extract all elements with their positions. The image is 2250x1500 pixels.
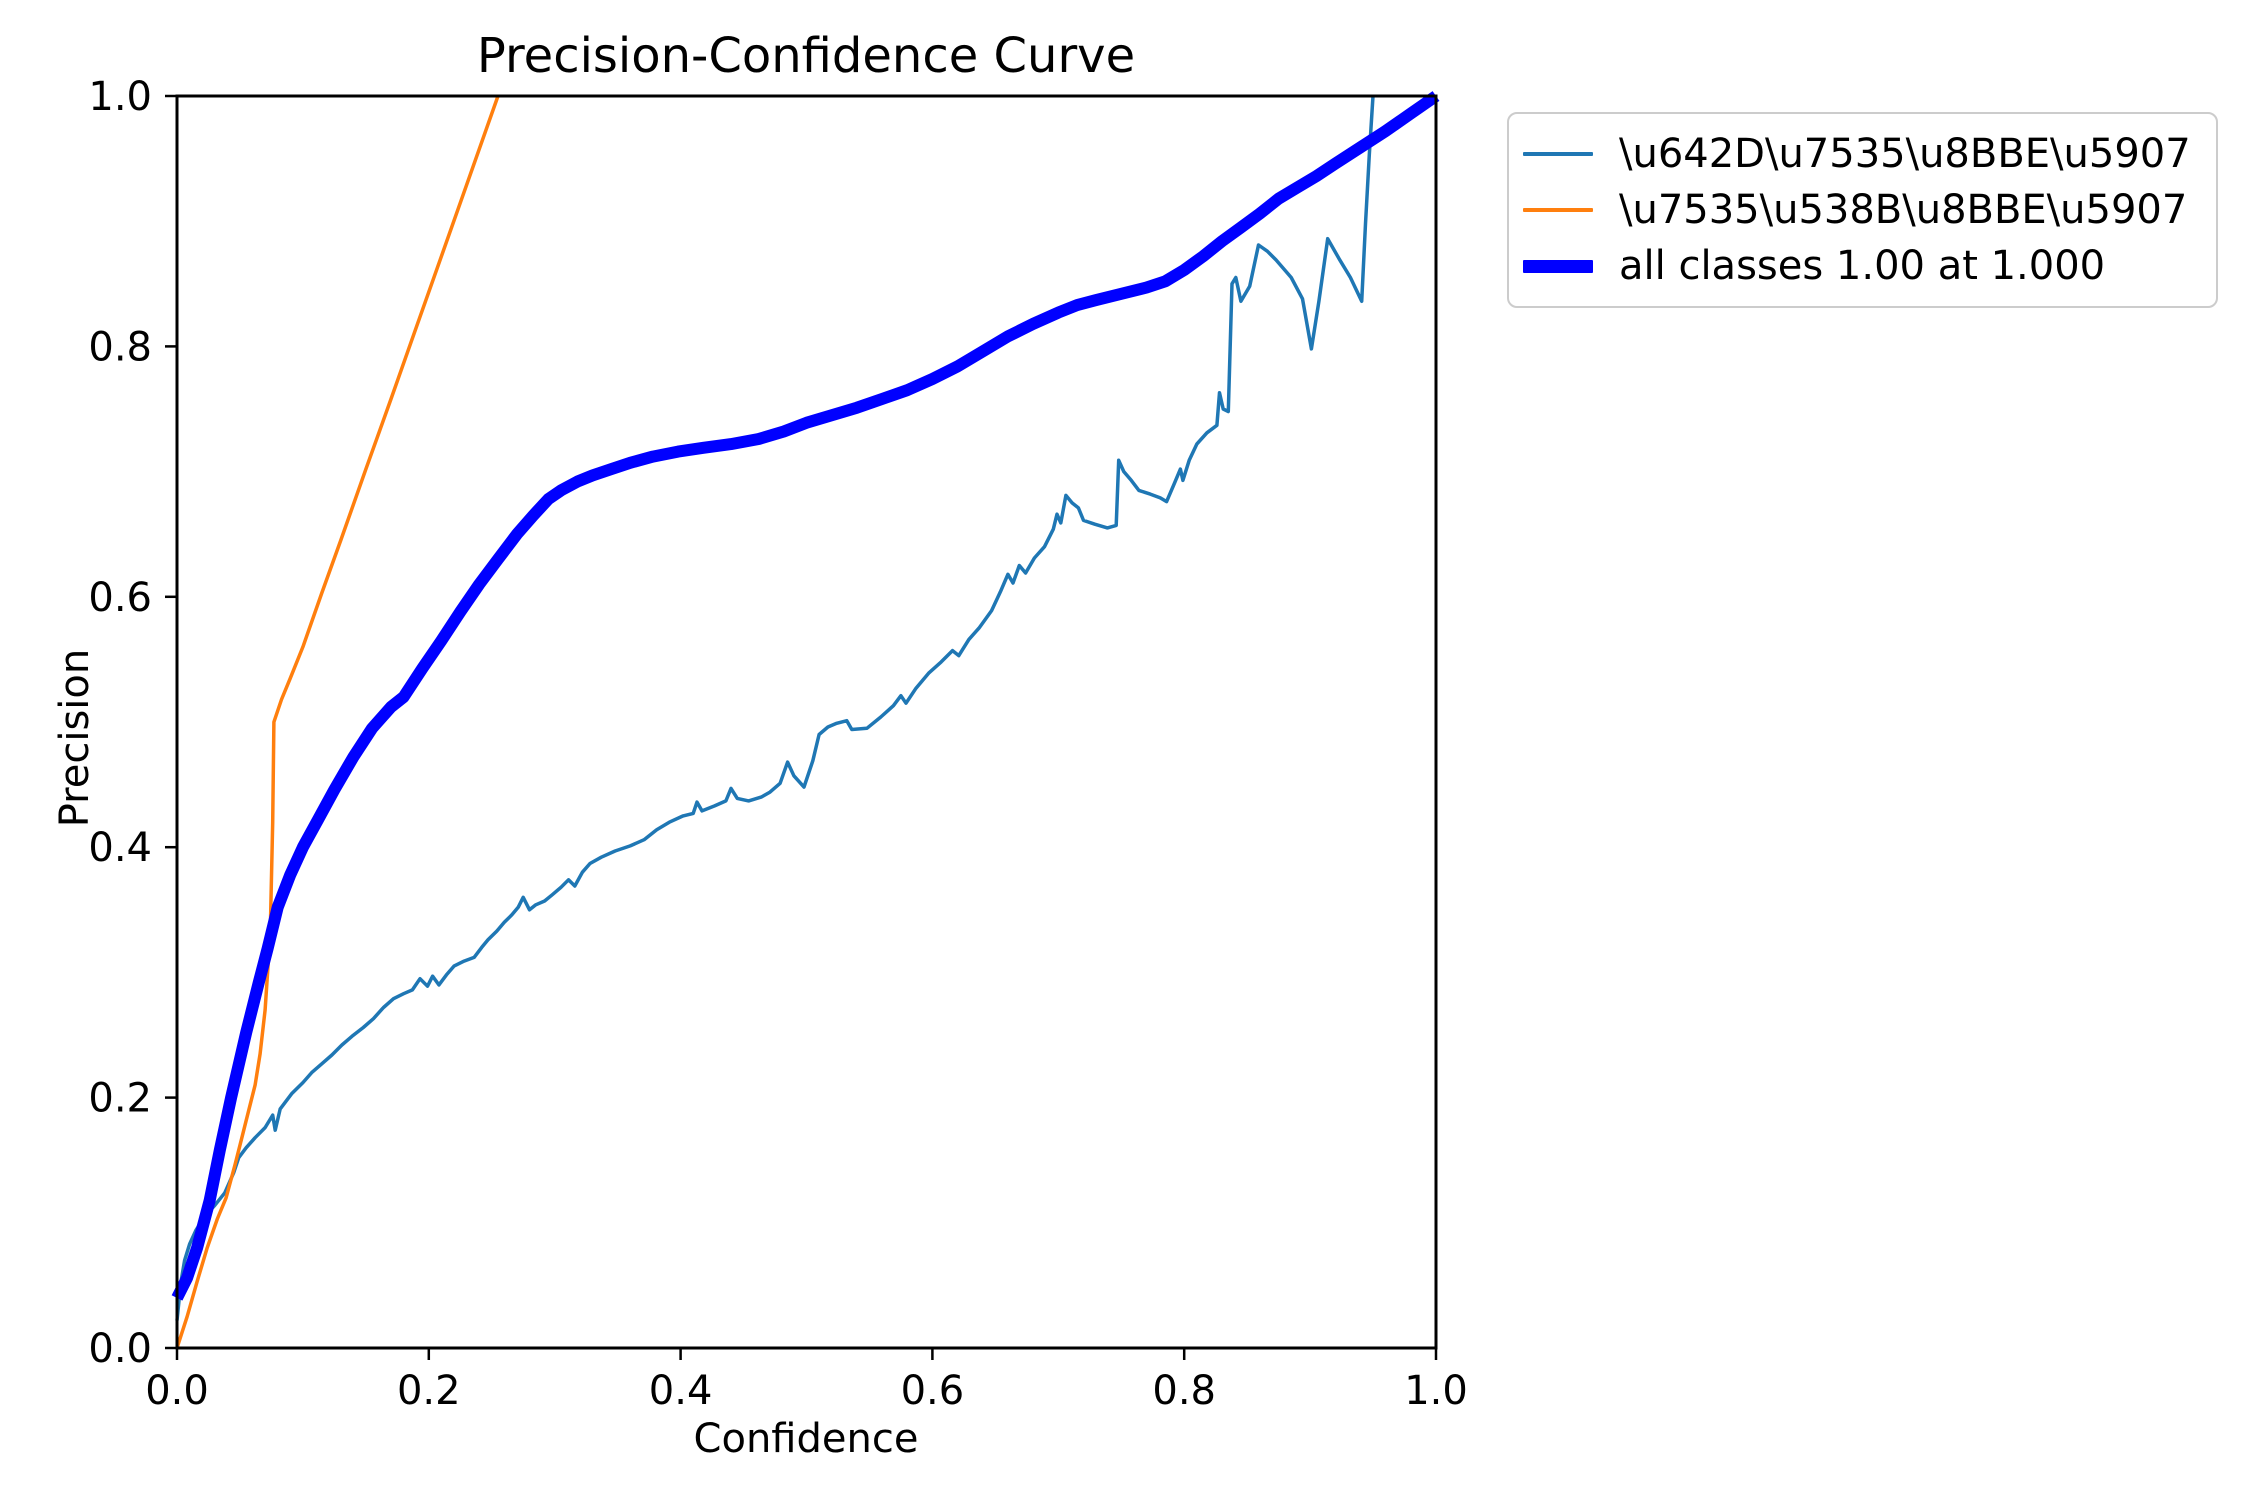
x-axis-label: Confidence [694, 1416, 919, 1462]
legend-label: \u7535\u538B\u8BBE\u5907 [1619, 187, 2188, 233]
chart-title: Precision-Confidence Curve [477, 28, 1135, 84]
series-lines [171, 91, 1440, 1349]
series-line-0 [175, 95, 1375, 1321]
y-tick-label: 1.0 [88, 74, 152, 120]
legend-line-swatch [1523, 152, 1593, 156]
series-line-1 [175, 95, 500, 1349]
x-tick-label: 0.2 [397, 1368, 461, 1414]
y-axis-label: Precision [52, 649, 98, 827]
legend: \u642D\u7535\u8BBE\u5907 \u7535\u538B\u8… [1507, 112, 2218, 308]
legend-row: \u642D\u7535\u8BBE\u5907 [1523, 126, 2206, 182]
x-tick-label: 1.0 [1404, 1368, 1468, 1414]
y-tick-label: 0.4 [88, 825, 152, 871]
legend-line-swatch [1523, 208, 1593, 212]
y-tick-label: 0.0 [88, 1326, 152, 1372]
x-tick-label: 0.0 [145, 1368, 209, 1414]
x-tick-label: 0.4 [649, 1368, 713, 1414]
y-tick-label: 0.6 [88, 575, 152, 621]
y-tick-label: 0.2 [88, 1076, 152, 1122]
legend-row: all classes 1.00 at 1.000 [1523, 238, 2206, 294]
legend-row: \u7535\u538B\u8BBE\u5907 [1523, 182, 2206, 238]
legend-label: all classes 1.00 at 1.000 [1619, 243, 2106, 289]
legend-line-swatch [1523, 259, 1593, 273]
plot-border [175, 94, 1438, 1350]
x-tick-label: 0.8 [1152, 1368, 1216, 1414]
legend-label: \u642D\u7535\u8BBE\u5907 [1619, 131, 2191, 177]
y-tick-label: 0.8 [88, 324, 152, 370]
axis-ticks: 0.0 0.2 0.4 0.6 0.8 1.0 0.0 0.2 0.4 0.6 0.8 1.0 [88, 74, 1467, 1414]
series-line-2 [171, 91, 1440, 1301]
x-tick-label: 0.6 [901, 1368, 965, 1414]
